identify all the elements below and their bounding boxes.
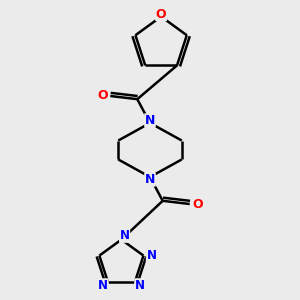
Text: O: O <box>156 8 167 20</box>
Text: N: N <box>120 229 130 242</box>
Text: N: N <box>145 114 155 127</box>
Text: N: N <box>145 173 155 186</box>
Text: O: O <box>192 199 203 212</box>
Text: O: O <box>97 88 108 101</box>
Text: N: N <box>146 249 156 262</box>
Text: N: N <box>98 279 108 292</box>
Text: N: N <box>135 279 145 292</box>
